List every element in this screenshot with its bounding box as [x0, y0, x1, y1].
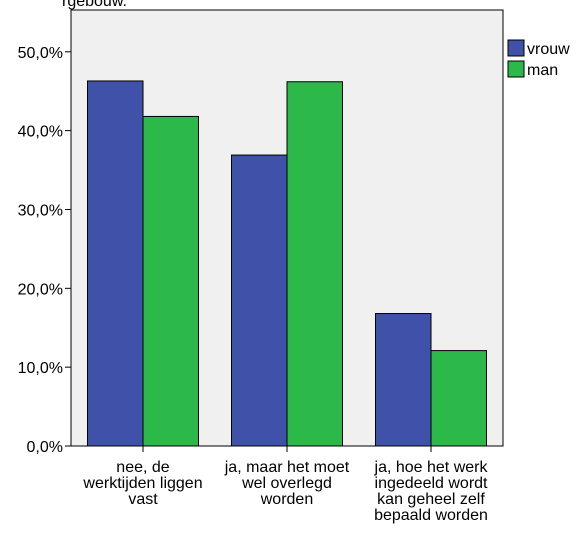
y-tick-label: 10,0%	[18, 360, 63, 377]
bar-vrouw	[88, 81, 144, 446]
legend-swatch-vrouw	[508, 40, 524, 56]
bar-man	[287, 82, 343, 446]
x-category-label: nee, de	[116, 459, 169, 476]
x-category-label: bepaald worden	[374, 507, 488, 524]
y-tick-label: 20,0%	[18, 281, 63, 298]
y-tick-label: 30,0%	[18, 202, 63, 219]
x-category-label: werktijden liggen	[82, 475, 202, 492]
x-category-label: vast	[128, 491, 158, 508]
x-category-label: ja, maar het moet	[224, 459, 350, 476]
x-category-label: ingedeeld wordt	[375, 475, 489, 492]
legend-label-man: man	[527, 62, 558, 79]
x-category-label: ja, hoe het werk	[374, 459, 489, 476]
y-tick-label: 40,0%	[18, 124, 63, 141]
legend-label-vrouw: vrouw	[527, 41, 570, 58]
bar-man	[143, 116, 199, 446]
x-category-label: wel overlegd	[241, 475, 332, 492]
y-tick-label: 0,0%	[27, 439, 63, 456]
y-tick-label: 50,0%	[18, 45, 63, 62]
clipped-title-text: rgebouw.	[62, 0, 127, 10]
bar-vrouw	[232, 155, 288, 446]
bar-vrouw	[376, 314, 432, 446]
y-axis: 0,0% 10,0% 20,0% 30,0% 40,0% 50,0%	[18, 45, 71, 456]
legend-swatch-man	[508, 61, 524, 77]
x-category-label: worden	[260, 491, 313, 508]
legend: vrouw man	[508, 40, 570, 79]
bar-man	[431, 351, 487, 446]
x-category-label: kan geheel zelf	[377, 491, 485, 508]
